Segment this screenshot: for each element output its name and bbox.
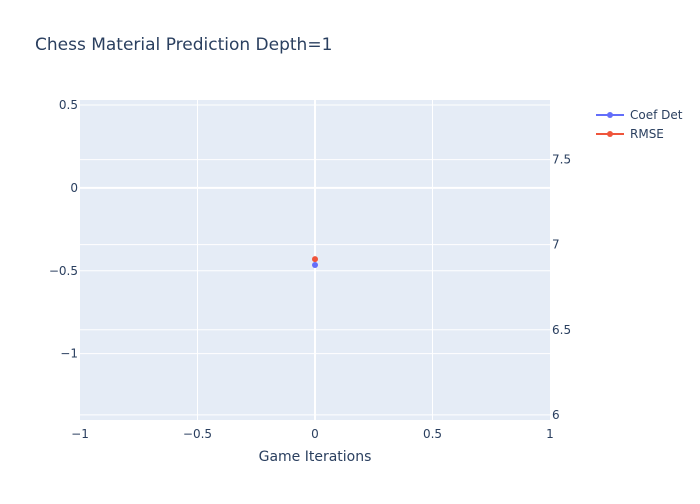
legend-swatch-marker	[607, 112, 613, 118]
x-tick-label: 0.5	[423, 427, 442, 441]
y-tick-label: −0.5	[49, 264, 78, 278]
y2-tick-label: 7	[552, 238, 560, 252]
chart-title: Chess Material Prediction Depth=1	[35, 35, 332, 55]
y2-tick-label: 7.5	[552, 153, 571, 167]
series-layer	[312, 256, 318, 268]
x-tick-labels: −1 −0.5 0 0.5 1	[71, 427, 554, 441]
legend-label: Coef Det	[630, 108, 683, 122]
y2-tick-labels: 7.5 7 6.5 6	[552, 153, 571, 422]
y2-tick-label: 6.5	[552, 323, 571, 337]
legend-item-coef-det[interactable]: Coef Det	[596, 108, 683, 122]
legend[interactable]: Coef Det RMSE	[596, 108, 683, 141]
x-tick-label: 0	[311, 427, 319, 441]
y-tick-label: 0.5	[59, 98, 78, 112]
y2-gridlines	[80, 159, 550, 416]
data-point-rmse[interactable]	[312, 256, 318, 263]
x-tick-label: −0.5	[183, 427, 212, 441]
x-tick-label: −1	[71, 427, 89, 441]
y2-tick-label: 6	[552, 408, 560, 422]
data-point-coef-det[interactable]	[312, 261, 318, 268]
y-tick-label: 0	[70, 181, 78, 195]
legend-label: RMSE	[630, 127, 664, 141]
legend-item-rmse[interactable]: RMSE	[596, 127, 664, 141]
x-axis-label: Game Iterations	[259, 449, 372, 465]
y-tick-labels: 0.5 0 −0.5 −1	[49, 98, 78, 361]
legend-swatch-marker	[607, 131, 613, 137]
y-tick-label: −1	[60, 347, 78, 361]
x-tick-label: 1	[546, 427, 554, 441]
y-gridlines	[80, 104, 550, 355]
